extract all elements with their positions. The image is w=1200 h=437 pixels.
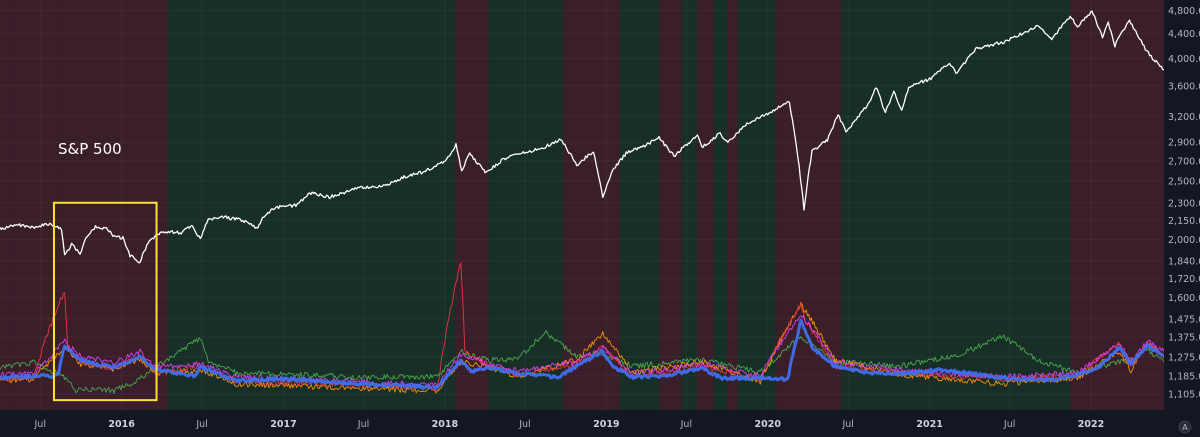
x-tick-label: 2021 bbox=[916, 419, 942, 430]
x-tick-label: Jul bbox=[357, 419, 369, 430]
regime-band-green bbox=[737, 0, 777, 410]
x-axis-background bbox=[0, 410, 1200, 437]
x-tick-label: 2020 bbox=[755, 419, 782, 430]
y-tick-label: 3,600.00 bbox=[1168, 81, 1200, 92]
y-axis: 4,800.00 4,400.00 4,000.00 3,600.00 3,200.00… bbox=[1164, 0, 1200, 437]
x-tick-label: 2019 bbox=[593, 419, 619, 430]
x-tick-label: Jul bbox=[195, 419, 207, 430]
y-tick-label: 1,840.00 bbox=[1168, 257, 1200, 268]
series-line bbox=[0, 318, 1165, 390]
auto-scale-button[interactable]: A bbox=[1178, 420, 1192, 434]
series-line bbox=[0, 301, 1165, 394]
regime-band-red bbox=[0, 0, 14, 410]
series-line bbox=[0, 10, 1165, 264]
regime-band-red bbox=[62, 0, 169, 410]
regime-band-red bbox=[659, 0, 682, 410]
regime-band-green bbox=[841, 0, 1071, 410]
x-axis: Jul 2016 Jul 2017 Jul 2018 Jul 2019 Jul 2020 Jul 20… bbox=[0, 410, 1200, 437]
x-tick-label: Jul bbox=[518, 419, 530, 430]
x-tick-label: Jul bbox=[1003, 419, 1015, 430]
series-line bbox=[0, 262, 1165, 392]
regime-band-red bbox=[696, 0, 714, 410]
y-tick-label: 4,400.00 bbox=[1168, 29, 1200, 40]
y-tick-label: 1,105.00 bbox=[1168, 390, 1200, 401]
highlight-box bbox=[52, 201, 158, 402]
grid-lines bbox=[0, 10, 1164, 395]
regime-band-green bbox=[168, 0, 456, 410]
regime-band-red bbox=[1070, 0, 1164, 410]
regime-band-green bbox=[620, 0, 660, 410]
regime-band-red bbox=[455, 0, 489, 410]
x-tick-label: Jul bbox=[841, 419, 853, 430]
y-tick-label: 1,720.00 bbox=[1168, 274, 1200, 285]
y-tick-label: 2,000.00 bbox=[1168, 235, 1200, 246]
y-tick-label: 1,375.00 bbox=[1168, 333, 1200, 344]
regime-band-red bbox=[727, 0, 738, 410]
regime-band-green bbox=[681, 0, 697, 410]
y-tick-label: 1,475.00 bbox=[1168, 314, 1200, 325]
y-tick-label: 2,300.00 bbox=[1168, 198, 1200, 209]
x-tick-label: Jul bbox=[34, 419, 46, 430]
highlight-rectangle bbox=[52, 201, 158, 402]
x-tick-label: 2017 bbox=[270, 419, 296, 430]
y-tick-label: 2,900.00 bbox=[1168, 138, 1200, 149]
y-tick-label: 1,275.00 bbox=[1168, 352, 1200, 363]
regime-band-red bbox=[562, 0, 621, 410]
y-tick-label: 2,150.00 bbox=[1168, 216, 1200, 227]
regime-band-green bbox=[488, 0, 563, 410]
y-tick-label: 2,700.00 bbox=[1168, 156, 1200, 167]
y-tick-label: 1,185.00 bbox=[1168, 371, 1200, 382]
x-tick-label: 2016 bbox=[108, 419, 135, 430]
x-tick-label: Jul bbox=[680, 419, 692, 430]
annotation-label: S&P 500 bbox=[58, 140, 122, 158]
regime-bands bbox=[0, 0, 1164, 410]
series-line bbox=[0, 330, 1165, 394]
x-tick-label: 2018 bbox=[432, 419, 459, 430]
regime-band-green bbox=[713, 0, 728, 410]
svg-text:A: A bbox=[1182, 423, 1188, 432]
regime-band-red bbox=[776, 0, 842, 410]
y-axis-background bbox=[1164, 0, 1200, 437]
y-tick-label: 4,800.00 bbox=[1168, 6, 1200, 17]
y-tick-label: 2,500.00 bbox=[1168, 176, 1200, 187]
x-tick-label: 2022 bbox=[1078, 419, 1104, 430]
y-tick-label: 4,000.00 bbox=[1168, 54, 1200, 65]
y-tick-label: 1,600.00 bbox=[1168, 293, 1200, 304]
y-tick-label: 3,200.00 bbox=[1168, 112, 1200, 123]
series-lines bbox=[0, 10, 1165, 394]
